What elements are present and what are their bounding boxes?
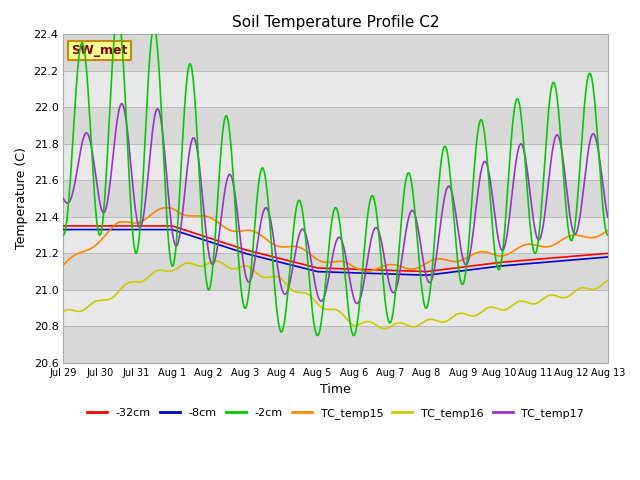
Bar (63, 144, 608, 180)
Text: SW_met: SW_met (72, 44, 128, 57)
Title: Soil Temperature Profile C2: Soil Temperature Profile C2 (232, 15, 440, 30)
Bar (63, 107, 608, 144)
Bar (63, 253, 608, 290)
X-axis label: Time: Time (320, 384, 351, 396)
Bar (63, 180, 608, 217)
Bar (63, 290, 608, 326)
Legend: -32cm, -8cm, -2cm, TC_temp15, TC_temp16, TC_temp17: -32cm, -8cm, -2cm, TC_temp15, TC_temp16,… (83, 404, 589, 423)
Bar (63, 217, 608, 253)
Bar (63, 326, 608, 363)
Y-axis label: Temperature (C): Temperature (C) (15, 147, 28, 250)
Bar (63, 34, 608, 71)
Bar (63, 71, 608, 107)
